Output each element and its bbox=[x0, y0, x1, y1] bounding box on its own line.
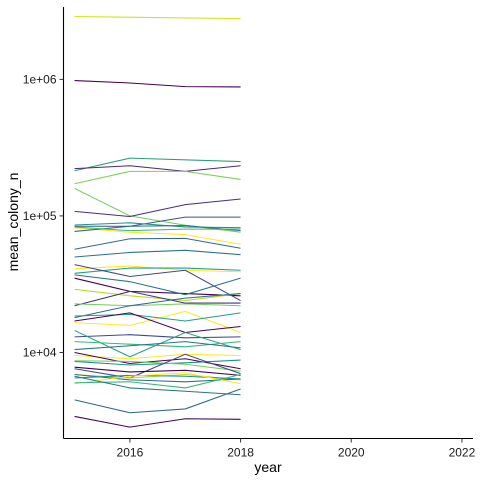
series-line-12 bbox=[74, 226, 241, 232]
series-line-2 bbox=[74, 80, 241, 88]
series-line-7 bbox=[74, 198, 241, 218]
series-line-13 bbox=[74, 237, 241, 250]
series-line-27 bbox=[74, 334, 241, 339]
series-line-35 bbox=[74, 353, 241, 379]
series-line-3 bbox=[74, 157, 241, 172]
series-line-4 bbox=[74, 165, 241, 172]
series-line-1 bbox=[74, 15, 241, 20]
series-line-39 bbox=[74, 374, 241, 380]
x-tick-label: 2016 bbox=[117, 446, 144, 460]
y-tick-label: 1e+05 bbox=[23, 209, 57, 223]
series-line-19 bbox=[74, 274, 241, 296]
series-line-29 bbox=[74, 341, 241, 348]
series-line-5 bbox=[74, 170, 241, 185]
series-line-44 bbox=[74, 415, 241, 428]
series-line-31 bbox=[74, 353, 241, 360]
series-line-23 bbox=[74, 293, 241, 319]
series-line-30 bbox=[74, 341, 241, 351]
series-line-28 bbox=[74, 329, 241, 358]
series-line-43 bbox=[74, 388, 241, 414]
x-tick-label: 2022 bbox=[449, 446, 476, 460]
series-line-9 bbox=[74, 222, 241, 229]
series-line-17 bbox=[74, 264, 241, 302]
ticks: 2016 2018 2020 2022 1e+04 1e+05 1e+06 bbox=[23, 72, 476, 459]
series-line-22 bbox=[74, 303, 241, 307]
series-layer bbox=[74, 15, 241, 428]
series-line-34 bbox=[74, 360, 241, 372]
series-line-42 bbox=[74, 375, 241, 396]
x-axis-title: year bbox=[254, 459, 282, 475]
series-line-21 bbox=[74, 290, 241, 307]
series-line-33 bbox=[74, 359, 241, 366]
series-line-24 bbox=[74, 310, 241, 334]
y-tick-label: 1e+04 bbox=[23, 345, 57, 359]
series-line-36 bbox=[74, 366, 241, 376]
series-line-8 bbox=[74, 216, 241, 227]
series-line-20 bbox=[74, 288, 241, 302]
series-line-25 bbox=[74, 312, 241, 322]
series-line-26 bbox=[74, 312, 241, 334]
series-line-18 bbox=[74, 277, 241, 297]
series-line-10 bbox=[74, 227, 241, 245]
x-tick-label: 2020 bbox=[338, 446, 365, 460]
x-tick-label: 2018 bbox=[227, 446, 254, 460]
y-axis-title: mean_colony_n bbox=[5, 173, 21, 272]
series-line-40 bbox=[74, 372, 241, 385]
series-line-14 bbox=[74, 249, 241, 258]
y-tick-label: 1e+06 bbox=[23, 72, 57, 86]
